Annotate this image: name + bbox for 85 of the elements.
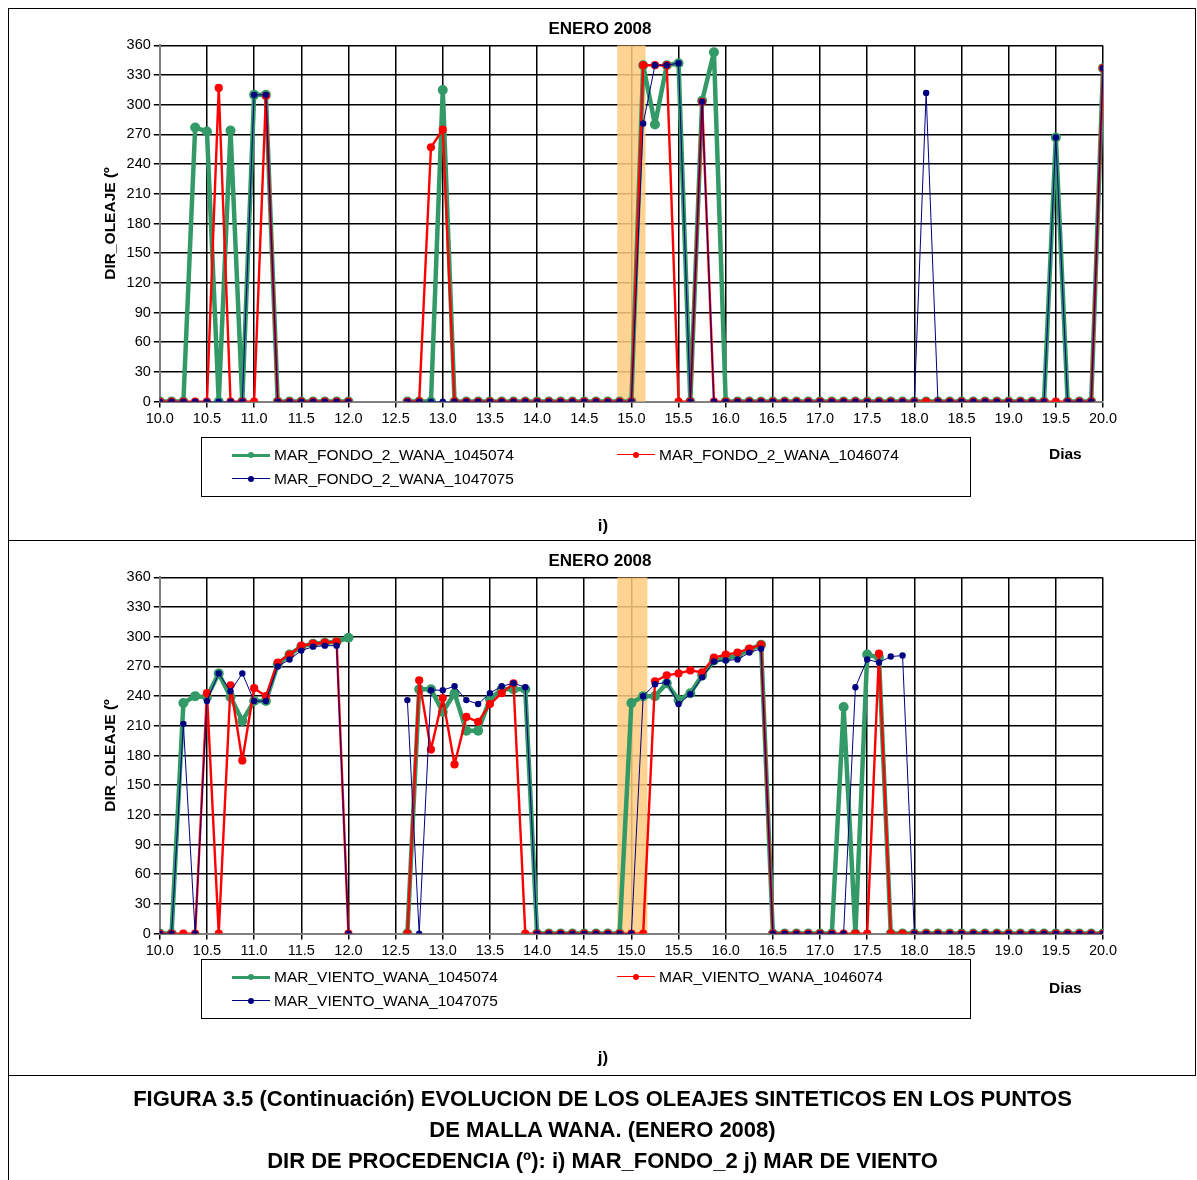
y-axis-title: DIR_OLEAJE (º xyxy=(100,698,118,812)
x-tick-label: 10.5 xyxy=(192,410,222,427)
x-tick-label: 20.0 xyxy=(1088,942,1118,959)
y-tick-label: 240 xyxy=(126,155,151,172)
x-axis-title: Dias xyxy=(1049,445,1082,463)
x-tick-label: 13.5 xyxy=(475,410,505,427)
x-tick-label: 12.0 xyxy=(334,942,363,959)
x-tick-label: 15.0 xyxy=(617,410,646,427)
x-tick-label: 18.5 xyxy=(947,942,976,959)
x-tick-label: 12.0 xyxy=(334,410,363,427)
text: DE MALLA WANA. (ENERO 2008) xyxy=(428,1116,777,1144)
x-tick-label: 17.0 xyxy=(805,942,835,959)
legend-label: MAR_VIENTO_WANA_1046074 xyxy=(659,968,883,986)
y-tick-label: 360 xyxy=(126,568,151,585)
text: FIGURA 3.5 (Continuación) EVOLUCION DE LOS OLEAJES SINTETICOS EN LOS PUNTOS xyxy=(132,1085,1073,1113)
x-tick-label: 15.5 xyxy=(664,942,693,959)
x-tick-label: 10.5 xyxy=(192,942,222,959)
text: j) xyxy=(596,1048,610,1068)
y-tick-label: 180 xyxy=(126,214,151,231)
y-tick-label: 30 xyxy=(134,362,151,379)
x-tick-label: 10.0 xyxy=(145,942,174,959)
x-tick-label: 15.5 xyxy=(664,410,693,427)
x-tick-label: 11.0 xyxy=(240,942,268,959)
y-tick-label: 210 xyxy=(126,184,151,201)
text: DIR DE PROCEDENCIA (º): i) MAR_FONDO_2 j) MAR DE VIENTO xyxy=(266,1147,939,1175)
x-tick-label: 12.5 xyxy=(381,410,410,427)
y-tick-label: 180 xyxy=(126,746,151,763)
chart-title: ENERO 2008 xyxy=(548,18,652,38)
x-tick-label: 16.5 xyxy=(758,942,787,959)
legend-label: MAR_FONDO_2_WANA_1047075 xyxy=(274,470,514,488)
text: i) xyxy=(596,516,610,536)
x-tick-label: 19.5 xyxy=(1041,410,1070,427)
x-tick-label: 19.0 xyxy=(994,410,1023,427)
y-tick-label: 120 xyxy=(126,805,151,822)
y-tick-label: 150 xyxy=(126,776,151,793)
x-tick-label: 14.0 xyxy=(522,942,552,959)
x-tick-label: 18.0 xyxy=(900,410,929,427)
y-tick-label: 240 xyxy=(126,687,151,704)
x-tick-label: 10.0 xyxy=(145,410,174,427)
y-tick-label: 360 xyxy=(126,36,151,53)
x-tick-label: 19.5 xyxy=(1041,942,1070,959)
x-tick-label: 16.0 xyxy=(711,942,740,959)
y-tick-label: 60 xyxy=(134,333,151,350)
chart-title: ENERO 2008 xyxy=(548,550,652,570)
y-tick-label: 60 xyxy=(134,865,151,882)
y-tick-label: 150 xyxy=(126,244,151,261)
x-tick-label: 13.0 xyxy=(428,410,457,427)
x-tick-label: 14.5 xyxy=(570,942,599,959)
y-tick-label: 210 xyxy=(126,716,151,733)
x-tick-label: 13.0 xyxy=(428,942,457,959)
x-tick-label: 14.0 xyxy=(522,410,552,427)
x-tick-label: 16.5 xyxy=(758,410,787,427)
legend-label: MAR_FONDO_2_WANA_1045074 xyxy=(274,446,514,464)
y-tick-label: 0 xyxy=(142,392,151,409)
legend-label: MAR_VIENTO_WANA_1047075 xyxy=(274,992,498,1010)
x-tick-label: 16.0 xyxy=(711,410,740,427)
x-tick-label: 11.5 xyxy=(287,942,315,959)
y-tick-label: 270 xyxy=(126,657,151,674)
x-tick-label: 12.5 xyxy=(381,942,410,959)
x-tick-label: 15.0 xyxy=(617,942,646,959)
x-tick-label: 13.5 xyxy=(475,942,505,959)
x-tick-label: 20.0 xyxy=(1088,410,1118,427)
x-tick-label: 11.0 xyxy=(240,410,268,427)
y-tick-label: 90 xyxy=(134,835,151,852)
legend-label: MAR_VIENTO_WANA_1045074 xyxy=(274,968,498,986)
y-tick-label: 300 xyxy=(126,95,151,112)
y-tick-label: 120 xyxy=(126,273,151,290)
x-tick-label: 14.5 xyxy=(570,410,599,427)
legend-label: MAR_FONDO_2_WANA_1046074 xyxy=(659,446,899,464)
y-axis-title: DIR_OLEAJE (º xyxy=(100,166,118,280)
x-tick-label: 17.0 xyxy=(805,410,835,427)
x-axis-title: Dias xyxy=(1049,979,1082,997)
y-tick-label: 330 xyxy=(126,598,151,615)
x-tick-label: 18.0 xyxy=(900,942,929,959)
y-tick-label: 300 xyxy=(126,627,151,644)
y-tick-label: 30 xyxy=(134,894,151,911)
x-tick-label: 18.5 xyxy=(947,410,976,427)
x-tick-label: 11.5 xyxy=(287,410,315,427)
y-tick-label: 330 xyxy=(126,66,151,83)
x-tick-label: 17.5 xyxy=(853,942,882,959)
y-tick-label: 270 xyxy=(126,125,151,142)
x-tick-label: 19.0 xyxy=(994,942,1023,959)
y-tick-label: 0 xyxy=(142,924,151,941)
y-tick-label: 90 xyxy=(134,303,151,320)
x-tick-label: 17.5 xyxy=(853,410,882,427)
